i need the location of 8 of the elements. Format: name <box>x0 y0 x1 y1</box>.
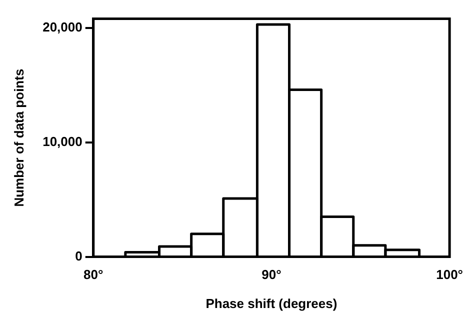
x-tick-label: 90° <box>262 267 282 282</box>
x-tick-label: 100° <box>436 267 463 282</box>
y-tick-label: 20,000 <box>42 20 82 35</box>
x-axis-title: Phase shift (degrees) <box>206 296 338 311</box>
y-axis-title: Number of data points <box>11 68 26 207</box>
x-tick-label: 80° <box>84 267 104 282</box>
y-tick-label: 0 <box>75 248 82 264</box>
y-tick-label: 10,000 <box>42 134 82 149</box>
